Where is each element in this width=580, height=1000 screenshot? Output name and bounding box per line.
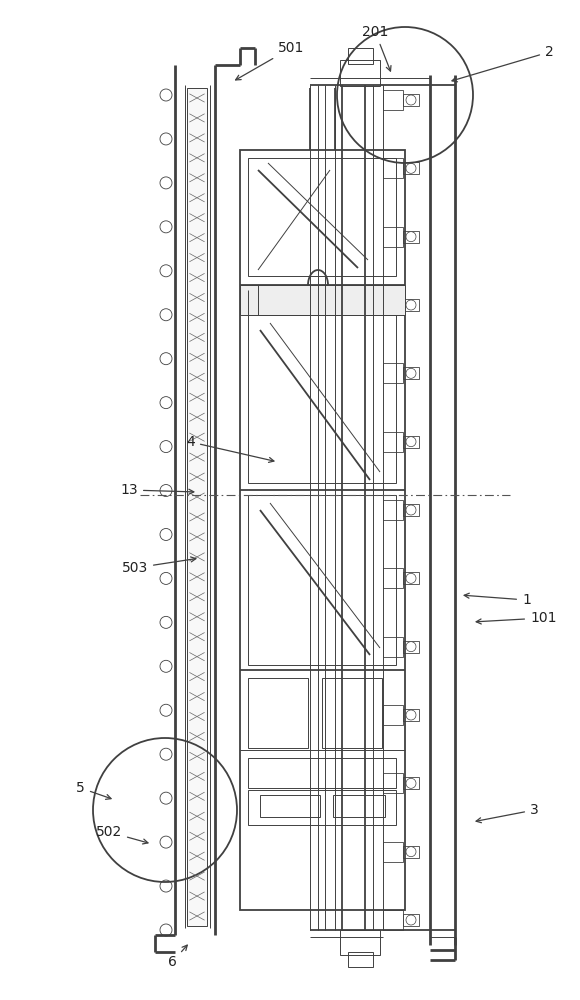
Bar — [248, 315, 396, 483]
Circle shape — [406, 710, 416, 720]
Bar — [403, 367, 419, 379]
Circle shape — [160, 792, 172, 804]
Circle shape — [160, 353, 172, 365]
Circle shape — [160, 221, 172, 233]
Circle shape — [406, 437, 416, 447]
Bar — [383, 227, 403, 247]
Bar — [403, 777, 419, 789]
Circle shape — [406, 368, 416, 378]
Circle shape — [160, 177, 172, 189]
Circle shape — [160, 441, 172, 453]
Text: 101: 101 — [476, 611, 556, 625]
Text: 5: 5 — [76, 781, 111, 799]
Circle shape — [406, 778, 416, 788]
Text: 6: 6 — [168, 945, 187, 969]
Circle shape — [406, 915, 416, 925]
Circle shape — [406, 847, 416, 857]
Bar — [248, 495, 396, 665]
Bar — [322, 678, 382, 748]
Circle shape — [160, 265, 172, 277]
Bar — [403, 436, 419, 448]
Bar — [383, 295, 403, 315]
Circle shape — [160, 616, 172, 628]
Bar — [340, 60, 380, 86]
Circle shape — [406, 573, 416, 583]
Bar — [240, 150, 405, 910]
Bar — [403, 504, 419, 516]
Text: 4: 4 — [186, 435, 274, 462]
Circle shape — [160, 528, 172, 540]
Circle shape — [160, 133, 172, 145]
Bar — [383, 773, 403, 793]
Circle shape — [406, 232, 416, 242]
Bar — [240, 285, 405, 315]
Bar — [403, 709, 419, 721]
Bar — [348, 48, 373, 64]
Bar — [248, 158, 396, 276]
Bar — [333, 795, 385, 817]
Circle shape — [160, 836, 172, 848]
Bar — [383, 910, 403, 930]
Bar — [248, 790, 396, 825]
Bar — [348, 952, 373, 967]
Bar — [383, 432, 403, 452]
Bar — [403, 162, 419, 174]
Bar — [403, 846, 419, 858]
Bar — [403, 572, 419, 584]
Circle shape — [160, 572, 172, 584]
Bar — [248, 758, 396, 788]
Text: 3: 3 — [476, 803, 539, 823]
Bar — [383, 90, 403, 110]
Text: 1: 1 — [464, 593, 531, 607]
Bar — [383, 705, 403, 725]
Text: 502: 502 — [96, 825, 148, 844]
Circle shape — [160, 748, 172, 760]
Bar — [383, 363, 403, 383]
Bar — [383, 568, 403, 588]
Bar — [403, 641, 419, 653]
Bar — [383, 158, 403, 178]
Bar — [260, 795, 320, 817]
Bar — [340, 930, 380, 955]
Circle shape — [160, 660, 172, 672]
Circle shape — [160, 880, 172, 892]
Bar — [383, 637, 403, 657]
Circle shape — [160, 89, 172, 101]
Bar — [248, 678, 308, 748]
Circle shape — [160, 309, 172, 321]
Circle shape — [406, 642, 416, 652]
Circle shape — [160, 485, 172, 497]
Text: 503: 503 — [122, 557, 196, 575]
Bar — [403, 299, 419, 311]
Text: 201: 201 — [362, 25, 391, 71]
Bar — [383, 842, 403, 862]
Circle shape — [160, 704, 172, 716]
Circle shape — [160, 924, 172, 936]
Circle shape — [406, 300, 416, 310]
Circle shape — [160, 397, 172, 409]
Circle shape — [406, 163, 416, 173]
Text: 2: 2 — [452, 45, 554, 82]
Bar — [187, 88, 207, 926]
Text: 501: 501 — [235, 41, 304, 80]
Circle shape — [406, 95, 416, 105]
Bar — [383, 500, 403, 520]
Bar — [403, 94, 419, 106]
Text: 13: 13 — [121, 483, 194, 497]
Bar — [403, 914, 419, 926]
Circle shape — [406, 505, 416, 515]
Bar — [403, 231, 419, 243]
